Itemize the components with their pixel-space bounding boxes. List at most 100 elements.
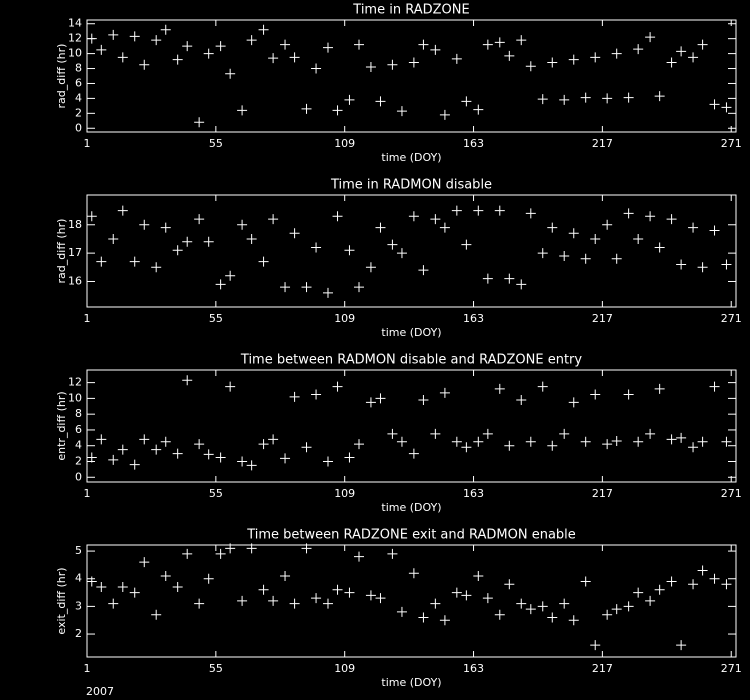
y-tick-label: 12 bbox=[68, 32, 82, 45]
data-point bbox=[611, 253, 622, 264]
x-tick-label: 271 bbox=[721, 137, 742, 150]
data-point bbox=[151, 609, 162, 620]
data-point bbox=[633, 436, 644, 447]
data-point bbox=[375, 96, 386, 107]
data-point bbox=[289, 52, 300, 63]
data-point bbox=[268, 214, 279, 225]
data-point bbox=[311, 63, 322, 74]
data-point bbox=[645, 428, 656, 439]
data-point bbox=[86, 211, 97, 222]
data-point bbox=[418, 394, 429, 405]
chart-title: Time between RADZONE exit and RADMON ena… bbox=[246, 528, 576, 543]
data-point bbox=[547, 440, 558, 451]
data-point bbox=[151, 262, 162, 273]
data-point bbox=[525, 604, 536, 615]
data-point bbox=[418, 39, 429, 50]
data-point bbox=[139, 557, 150, 568]
data-point bbox=[516, 279, 527, 290]
data-point bbox=[602, 219, 613, 230]
data-point bbox=[258, 24, 269, 35]
data-point bbox=[623, 389, 634, 400]
y-axis-label: rad_diff (hr) bbox=[55, 219, 68, 284]
data-point bbox=[525, 208, 536, 219]
data-point bbox=[430, 428, 441, 439]
y-tick-label: 4 bbox=[75, 91, 82, 104]
data-point bbox=[203, 48, 214, 59]
data-point bbox=[439, 222, 450, 233]
x-tick-label: 109 bbox=[334, 487, 355, 500]
data-point bbox=[194, 598, 205, 609]
data-point bbox=[516, 394, 527, 405]
data-point bbox=[246, 35, 257, 46]
data-point bbox=[344, 94, 355, 105]
data-point bbox=[408, 211, 419, 222]
data-point bbox=[676, 46, 687, 57]
data-point bbox=[568, 54, 579, 65]
data-point bbox=[451, 436, 462, 447]
data-point bbox=[354, 39, 365, 50]
data-point bbox=[268, 434, 279, 445]
data-point bbox=[117, 52, 128, 63]
data-point bbox=[194, 214, 205, 225]
data-point bbox=[590, 52, 601, 63]
data-point bbox=[375, 222, 386, 233]
data-point bbox=[504, 440, 515, 451]
data-point bbox=[289, 391, 300, 402]
data-point bbox=[311, 242, 322, 253]
data-point bbox=[332, 584, 343, 595]
data-point bbox=[280, 282, 291, 293]
data-point bbox=[237, 595, 248, 606]
x-tick-label: 109 bbox=[334, 662, 355, 675]
data-point bbox=[537, 248, 548, 259]
data-point bbox=[623, 601, 634, 612]
data-point bbox=[322, 287, 333, 298]
y-tick-label: 6 bbox=[75, 423, 82, 436]
x-tick-label: 163 bbox=[463, 312, 484, 325]
data-point bbox=[172, 448, 183, 459]
x-tick-label: 163 bbox=[463, 487, 484, 500]
data-point bbox=[160, 436, 171, 447]
data-point bbox=[568, 228, 579, 239]
data-point bbox=[721, 102, 732, 113]
chart-title: Time in RADZONE bbox=[352, 3, 469, 18]
data-point bbox=[473, 570, 484, 581]
data-point bbox=[246, 233, 257, 244]
data-point bbox=[301, 282, 312, 293]
data-point bbox=[387, 239, 398, 250]
data-point bbox=[215, 41, 226, 52]
data-point bbox=[654, 91, 665, 102]
y-tick-label: 4 bbox=[75, 439, 82, 452]
data-point bbox=[86, 452, 97, 463]
data-point bbox=[451, 587, 462, 598]
data-point bbox=[172, 245, 183, 256]
data-point bbox=[547, 222, 558, 233]
data-point bbox=[537, 381, 548, 392]
x-tick-label: 217 bbox=[592, 662, 613, 675]
y-axis-label: rad_diff (hr) bbox=[55, 44, 68, 109]
data-point bbox=[611, 604, 622, 615]
plot-frame bbox=[86, 194, 737, 308]
data-point bbox=[645, 211, 656, 222]
data-point bbox=[482, 39, 493, 50]
x-tick-label: 1 bbox=[84, 487, 91, 500]
data-point bbox=[580, 576, 591, 587]
data-point bbox=[129, 587, 140, 598]
data-point bbox=[301, 543, 312, 554]
data-point bbox=[676, 640, 687, 651]
data-point bbox=[108, 598, 119, 609]
data-point bbox=[139, 219, 150, 230]
data-point bbox=[322, 598, 333, 609]
x-tick-label: 1 bbox=[84, 662, 91, 675]
data-point bbox=[473, 104, 484, 115]
data-point bbox=[504, 273, 515, 284]
data-point bbox=[721, 436, 732, 447]
data-point bbox=[473, 436, 484, 447]
y-axis-label: exit_diff (hr) bbox=[55, 567, 68, 634]
data-point bbox=[666, 214, 677, 225]
data-point bbox=[568, 397, 579, 408]
x-tick-label: 55 bbox=[209, 312, 223, 325]
data-point bbox=[108, 454, 119, 465]
data-point bbox=[568, 615, 579, 626]
data-point bbox=[633, 587, 644, 598]
x-tick-label: 55 bbox=[209, 137, 223, 150]
